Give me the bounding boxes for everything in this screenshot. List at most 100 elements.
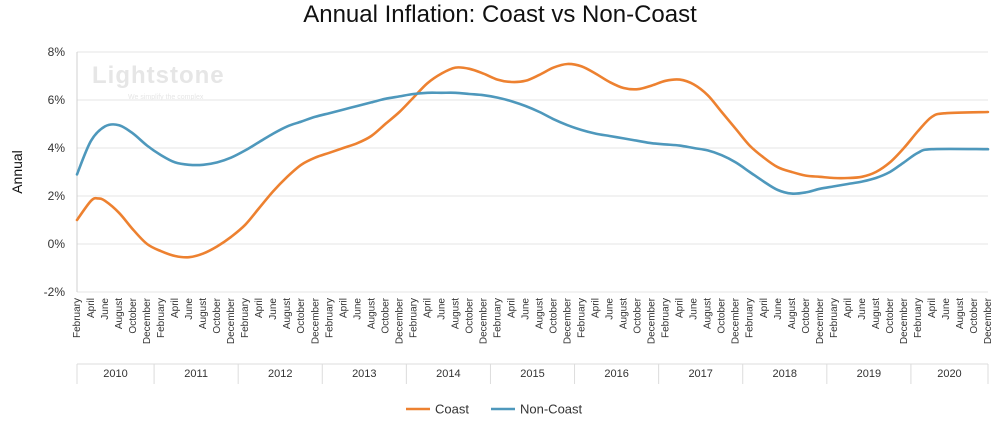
x-tick-label: April [86, 298, 97, 318]
y-axis-ticks: -2% 0% 2% 4% 6% 8% [44, 45, 66, 299]
x-tick-label: April [170, 298, 181, 318]
x-tick-label: April [759, 298, 770, 318]
watermark-brand: Lightstone [92, 62, 225, 89]
legend-item-non-coast[interactable]: Non-Coast [491, 402, 583, 417]
x-tick-label: February [661, 298, 672, 338]
x-tick-label: August [619, 298, 630, 329]
legend-item-coast[interactable]: Coast [406, 402, 469, 417]
y-axis-label: Annual [9, 150, 25, 194]
x-tick-label: October [717, 297, 728, 333]
x-tick-label: December [310, 297, 321, 344]
x-tick-label: June [520, 298, 531, 320]
x-tick-label: October [549, 297, 560, 333]
x-tick-label: June [352, 298, 363, 320]
x-tick-label: October [128, 297, 139, 333]
year-label: 2019 [857, 368, 881, 380]
series-line-coast [75, 62, 990, 259]
x-tick-label: August [114, 298, 125, 329]
x-tick-label: June [268, 298, 279, 320]
x-tick-label: June [100, 298, 111, 320]
y-tick-label: -2% [44, 285, 66, 299]
x-tick-label: October [380, 297, 391, 333]
x-tick-label: December [647, 297, 658, 344]
gridlines [76, 51, 988, 293]
x-tick-label: February [72, 298, 83, 338]
x-tick-label: October [212, 297, 223, 333]
x-tick-label: December [226, 297, 237, 344]
year-label: 2017 [688, 368, 712, 380]
x-tick-label: February [408, 298, 419, 338]
x-tick-label: February [324, 298, 335, 338]
series-lines [75, 62, 990, 259]
x-tick-label: June [184, 298, 195, 320]
lightstone-watermark: Lightstone We simplify the complex [92, 62, 225, 101]
x-tick-label: December [563, 297, 574, 344]
x-tick-label: June [773, 298, 784, 320]
x-tick-label: April [927, 298, 938, 318]
x-tick-label: February [913, 298, 924, 338]
year-label: 2016 [604, 368, 628, 380]
x-tick-label: April [843, 298, 854, 318]
year-label: 2013 [352, 368, 376, 380]
x-tick-label: August [871, 298, 882, 329]
x-tick-label: August [955, 298, 966, 329]
x-tick-label: February [829, 298, 840, 338]
x-tick-label: October [969, 297, 980, 333]
legend-label: Non-Coast [520, 402, 583, 417]
year-label: 2015 [520, 368, 544, 380]
x-tick-label: October [296, 297, 307, 333]
x-tick-label: June [857, 298, 868, 320]
y-tick-label: 6% [48, 93, 66, 107]
x-tick-label: June [605, 298, 616, 320]
x-tick-label: June [436, 298, 447, 320]
x-tick-label: October [801, 297, 812, 333]
x-axis-month-ticks: February April June August October December Fe… [72, 297, 994, 344]
x-tick-label: February [745, 298, 756, 338]
x-tick-label: December [731, 297, 742, 344]
y-tick-label: 2% [48, 189, 66, 203]
x-tick-label: April [254, 298, 265, 318]
y-tick-label: 8% [48, 45, 66, 59]
x-tick-label: February [156, 298, 167, 338]
series-line-non-coast [75, 91, 990, 195]
x-tick-label: June [689, 298, 700, 320]
chart-title: Annual Inflation: Coast vs Non-Coast [303, 1, 697, 28]
x-tick-label: February [492, 298, 503, 338]
x-tick-label: June [941, 298, 952, 320]
x-tick-label: August [787, 298, 798, 329]
x-tick-label: August [450, 298, 461, 329]
year-label: 2011 [184, 368, 208, 380]
x-tick-label: August [535, 298, 546, 329]
year-label: 2020 [937, 368, 961, 380]
legend-label: Coast [435, 402, 469, 417]
x-axis-year-ticks: 2010 2011 2012 2013 2014 2015 2016 2017 2018 2019… [76, 363, 989, 384]
x-tick-label: December [478, 297, 489, 344]
x-tick-label: February [240, 298, 251, 338]
x-tick-label: October [464, 297, 475, 333]
x-tick-label: December [983, 297, 994, 344]
x-tick-label: October [885, 297, 896, 333]
year-label: 2014 [436, 368, 460, 380]
x-tick-label: December [394, 297, 405, 344]
y-tick-label: 0% [48, 237, 66, 251]
x-tick-label: April [675, 298, 686, 318]
x-tick-label: August [198, 298, 209, 329]
x-tick-label: December [899, 297, 910, 344]
x-tick-label: April [422, 298, 433, 318]
legend: Coast Non-Coast [406, 402, 583, 417]
x-tick-label: December [142, 297, 153, 344]
year-label: 2018 [773, 368, 797, 380]
x-tick-label: August [366, 298, 377, 329]
x-tick-label: December [815, 297, 826, 344]
x-tick-label: August [703, 298, 714, 329]
x-tick-label: April [506, 298, 517, 318]
year-label: 2010 [103, 368, 127, 380]
y-tick-label: 4% [48, 141, 66, 155]
x-tick-label: October [633, 297, 644, 333]
watermark-tagline: We simplify the complex [128, 94, 204, 101]
year-label: 2012 [268, 368, 292, 380]
x-tick-label: April [591, 298, 602, 318]
x-tick-label: April [338, 298, 349, 318]
x-tick-label: February [577, 298, 588, 338]
